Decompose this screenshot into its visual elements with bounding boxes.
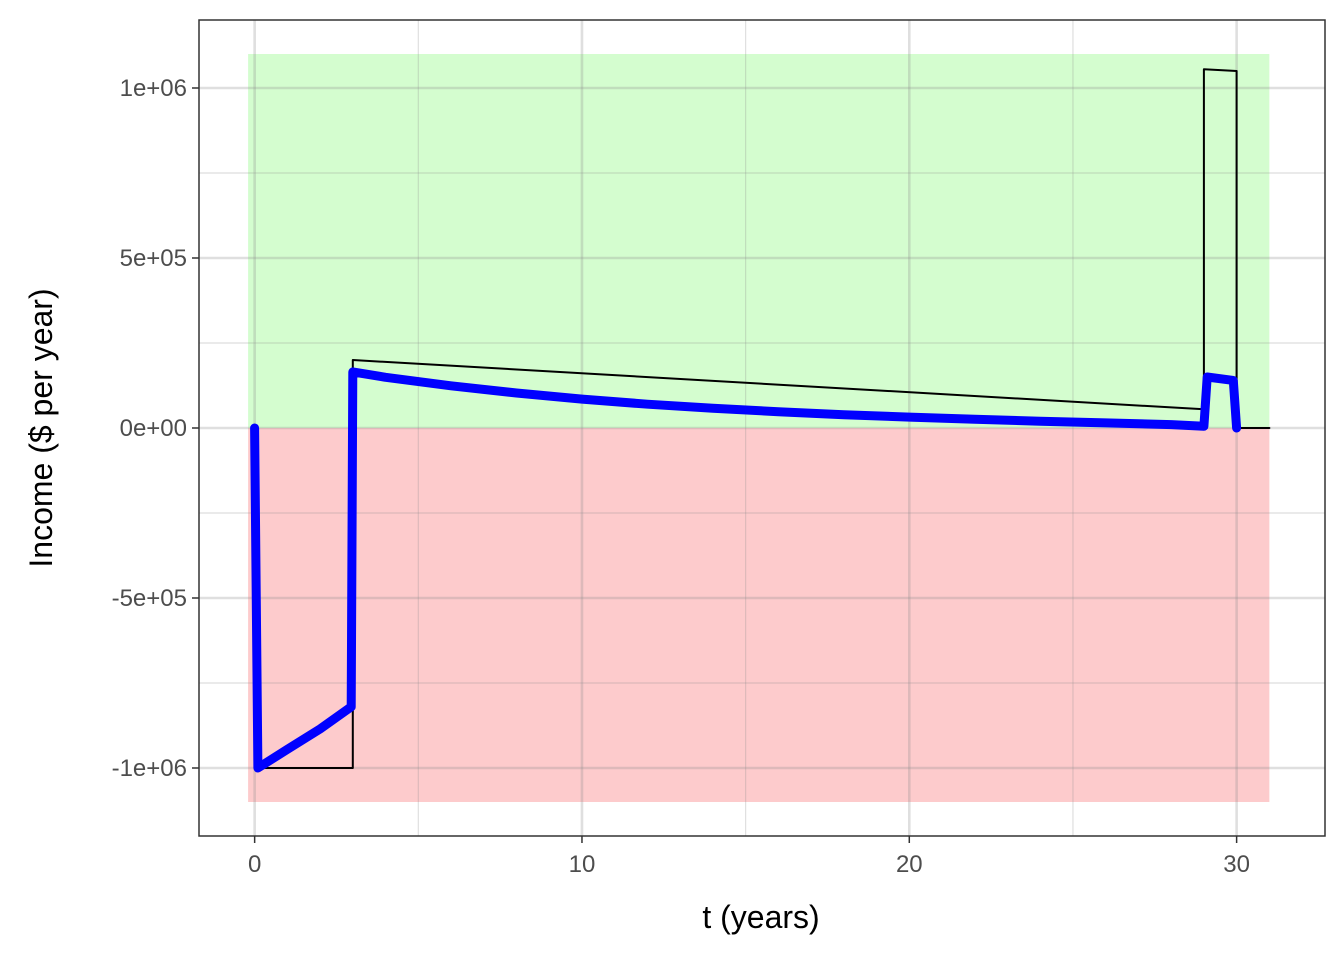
y-tick-label: -5e+05 <box>112 585 187 612</box>
x-axis: 0 10 20 30 <box>248 836 1250 878</box>
x-tick-label: 0 <box>248 851 261 878</box>
background-bands <box>248 54 1270 802</box>
band-positive <box>248 54 1270 428</box>
y-axis-title: Income ($ per year) <box>23 288 59 567</box>
series-line-blue <box>250 367 1242 773</box>
band-negative <box>248 428 1270 802</box>
x-tick-label: 30 <box>1223 851 1250 878</box>
y-axis: -1e+06 -5e+05 0e+00 5e+05 1e+06 <box>112 75 199 782</box>
y-tick-label: -1e+06 <box>112 755 187 782</box>
y-tick-label: 1e+06 <box>120 75 187 102</box>
series-layer <box>250 68 1271 773</box>
x-axis-title: t (years) <box>702 899 819 935</box>
y-tick-label: 5e+05 <box>120 245 187 272</box>
x-tick-label: 20 <box>896 851 923 878</box>
y-tick-label: 0e+00 <box>120 415 187 442</box>
x-tick-label: 10 <box>569 851 596 878</box>
